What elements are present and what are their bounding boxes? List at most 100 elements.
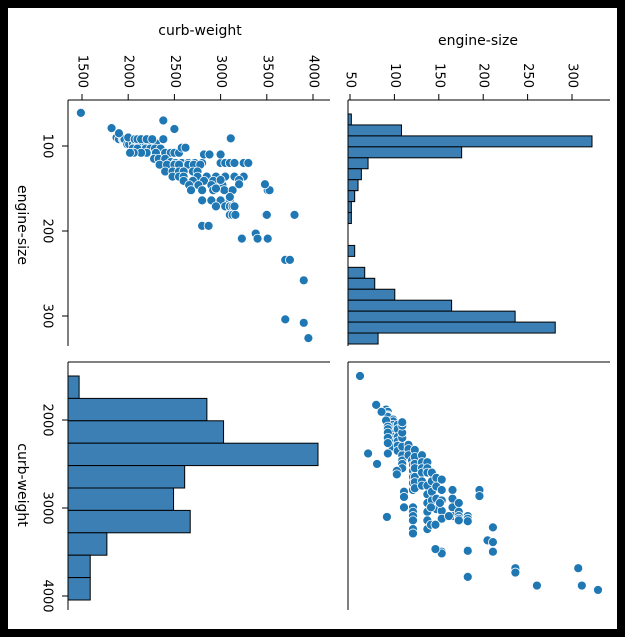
engine-size-hist-bar [347, 277, 376, 290]
scatter-top-point [262, 233, 273, 244]
hist-engine-tick-label: 250 [520, 63, 535, 88]
scatter-top-x-tick-label: 2500 [167, 55, 182, 88]
scatter-bottom-point [430, 519, 441, 530]
scatter-bottom-point [488, 537, 498, 548]
scatter-top-point [215, 149, 226, 160]
scatter-top-point [204, 149, 215, 160]
scatter-top-y-tick-label: 300 [40, 304, 55, 329]
engine-size-hist-bar [347, 124, 402, 137]
scatter-top-x-label: curb-weight [158, 23, 242, 39]
scatter-top-x-tick-label: 4000 [306, 55, 321, 88]
scatter-bottom-point [376, 406, 387, 417]
scatter-top-point [243, 158, 254, 168]
hist-engine-tick-label: 50 [343, 71, 358, 88]
scatter-top-point [252, 233, 263, 244]
scatter-top-point [303, 333, 314, 344]
scatter-top-point [158, 134, 169, 145]
scatter-top-point [229, 158, 240, 168]
curb-vs-engine-scatter [347, 361, 610, 610]
engine-size-hist-bar [347, 212, 352, 225]
scatter-top-point [229, 201, 240, 212]
scatter-bottom-point [453, 515, 464, 526]
scatter-top-point [225, 133, 236, 144]
scatter-bottom-point [408, 515, 418, 526]
scatter-bottom-point [382, 512, 392, 522]
curb-weight-hist-bar [67, 375, 80, 399]
scatter-top-point [289, 209, 300, 220]
curb-weight-hist-bar [67, 465, 186, 489]
scatter-bottom-point [372, 459, 382, 469]
hist-curb-axis-label: curb-weight [14, 443, 30, 527]
scatter-bottom-point [488, 522, 498, 533]
engine-size-hist-bar [347, 113, 352, 126]
scatter-bottom-point [488, 546, 498, 557]
scatter-bottom-point [436, 474, 447, 485]
scatter-bottom-point [436, 485, 447, 495]
scatter-top-point [224, 192, 235, 202]
scatter-top-point [197, 185, 208, 196]
scatter-bottom-point [355, 371, 365, 381]
scatter-bottom-point [408, 528, 418, 539]
scatter-bottom-point [462, 516, 473, 527]
hist-engine-tick-label: 150 [431, 63, 446, 88]
engine-size-hist-bar [347, 201, 352, 214]
scatter-bottom-point [399, 492, 409, 502]
scatter-bottom-point [447, 485, 458, 495]
engine-size-hist-bar [347, 168, 362, 181]
curb-weight-hist-bar [67, 577, 91, 601]
scatter-bottom-point [371, 399, 382, 410]
scatter-bottom-point [391, 469, 402, 480]
curb-weight-histogram: 2000 3000 4000 curb-weight [14, 361, 330, 613]
scatter-top-point [106, 123, 117, 134]
hist-curb-tick-label: 2000 [40, 403, 55, 436]
scatter-top-point [114, 128, 124, 139]
scatter-top-y-tick-label: 200 [40, 219, 55, 244]
hist-engine-axis-label: engine-size [438, 33, 518, 49]
scatter-top-point [236, 233, 247, 244]
scatter-bottom-point [444, 511, 454, 521]
engine-size-hist-bar [347, 179, 359, 192]
scatter-top-point [147, 134, 158, 145]
scatter-bottom-point [435, 498, 445, 508]
hist-curb-tick-label: 4000 [40, 579, 55, 612]
scatter-bottom-point [593, 585, 603, 595]
scatter-top-point [234, 179, 244, 190]
hist-curb-tick-label: 3000 [40, 491, 55, 524]
scatter-top-point [298, 317, 309, 328]
scatter-top-point [298, 275, 309, 286]
scatter-bottom-point [382, 438, 393, 448]
scatter-bottom-point [573, 563, 584, 574]
curb-weight-hist-bar [67, 420, 225, 444]
engine-size-hist-bar [347, 332, 379, 345]
scatter-bottom-point [399, 502, 409, 513]
curb-weight-hist-bar [67, 487, 175, 511]
scatter-top-x-tick-label: 3000 [213, 55, 228, 88]
engine-size-hist-bar [347, 288, 396, 301]
scatter-top-point [211, 201, 221, 212]
curb-weight-hist-bar [67, 442, 319, 467]
engine-size-hist-bar [347, 146, 463, 159]
scatter-top-x-tick-label: 2000 [121, 55, 136, 88]
scatter-bottom-point [426, 502, 436, 513]
scatter-top-point [284, 254, 295, 265]
hist-engine-tick-label: 300 [565, 63, 580, 88]
engine-size-hist-bar [347, 310, 516, 323]
scatter-top-x-tick-label: 1500 [75, 55, 90, 88]
curb-weight-hist-bar [67, 554, 91, 579]
scatter-bottom-point [363, 448, 373, 459]
scatter-top-point [280, 314, 291, 325]
scatter-bottom-point [382, 448, 393, 459]
scatter-bottom-point [576, 580, 587, 591]
scatter-top-point [75, 107, 86, 118]
scatter-bottom-point [430, 544, 441, 554]
scatter-top-point [260, 179, 270, 190]
engine-size-hist-bar [347, 244, 356, 257]
scatter-bottom-point [510, 567, 521, 578]
engine-size-hist-bar [347, 299, 453, 312]
engine-size-hist-bar [347, 157, 369, 170]
scatter-top-point [230, 209, 241, 220]
scatter-top-point [261, 209, 272, 220]
scatter-bottom-point [462, 571, 473, 582]
scatter-top-y-tick-label: 100 [40, 134, 55, 159]
